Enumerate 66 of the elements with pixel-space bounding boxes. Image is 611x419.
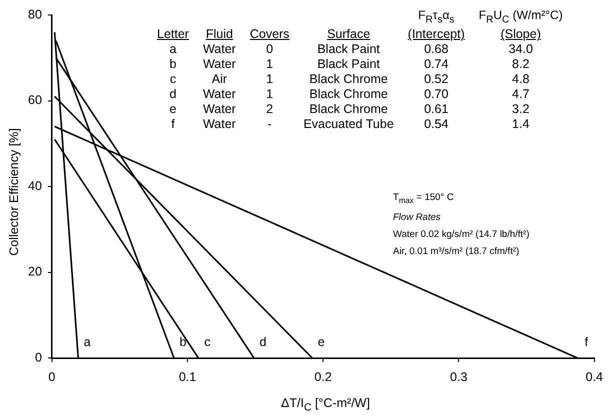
annotation: 1.4 bbox=[511, 117, 530, 132]
annotation: d bbox=[168, 87, 178, 102]
annotation: 4.8 bbox=[511, 72, 530, 88]
annotation: Black Paint bbox=[316, 42, 381, 58]
annotation: (Slope) bbox=[500, 27, 542, 42]
annotation: 0.74 bbox=[423, 57, 450, 72]
annotation: Water bbox=[202, 87, 237, 102]
annotation: 4.7 bbox=[511, 87, 530, 102]
annotation: Black Chrome bbox=[308, 102, 389, 118]
y-axis-title: Collector Efficiency [%] bbox=[7, 128, 21, 256]
annotation: Water bbox=[202, 57, 237, 72]
annotation: 1 bbox=[265, 57, 274, 72]
annotation: Flow Rates bbox=[393, 210, 442, 225]
series-label: a bbox=[84, 335, 91, 350]
series-label: f bbox=[584, 335, 589, 350]
annotation: e bbox=[168, 102, 178, 118]
annotation: Covers bbox=[248, 27, 290, 42]
annotation: T$_{max}$ = 150° C bbox=[393, 191, 455, 207]
y-tick-label: 80 bbox=[28, 7, 42, 22]
x-tick-label: 0.1 bbox=[178, 370, 196, 384]
x-tick-label: 0.4 bbox=[586, 370, 604, 384]
annotation: 1 bbox=[265, 72, 274, 88]
annotation: 0.68 bbox=[423, 42, 450, 58]
annotation: Air, 0.01 m³/s/m² (18.7 cfm/ft²) bbox=[393, 244, 520, 259]
annotation: b bbox=[168, 57, 178, 72]
annotation: 34.0 bbox=[508, 42, 534, 58]
annotation: 0 bbox=[265, 42, 274, 58]
series-label: d bbox=[259, 335, 266, 350]
annotation: 0.70 bbox=[423, 87, 450, 102]
annotation: 0.54 bbox=[423, 117, 450, 132]
y-tick-label: 0 bbox=[34, 350, 42, 364]
annotation: c bbox=[168, 72, 178, 88]
y-tick-label: 60 bbox=[28, 93, 42, 108]
annotation: Surface bbox=[326, 27, 372, 42]
x-axis-title: ΔT/I$_{C}$ [°C-m²/W] bbox=[280, 396, 371, 414]
annotation: Black Chrome bbox=[308, 72, 389, 88]
annotation: Evacuated Tube bbox=[302, 117, 395, 132]
annotation: Fluid bbox=[204, 27, 234, 42]
y-tick-label: 40 bbox=[28, 178, 42, 193]
annotation: Water bbox=[202, 42, 237, 58]
annotation: F$_{R}$τ$_{s}$α$_{s}$ bbox=[417, 8, 456, 28]
x-tick-label: 0.3 bbox=[450, 370, 468, 384]
annotation: 8.2 bbox=[511, 57, 530, 72]
annotation: Air bbox=[210, 72, 228, 88]
annotation: f bbox=[170, 117, 176, 132]
annotation: 2 bbox=[265, 102, 274, 118]
annotation: (Intercept) bbox=[406, 27, 466, 42]
annotation: Water bbox=[202, 117, 237, 132]
annotation: a bbox=[168, 42, 178, 58]
y-tick-label: 20 bbox=[28, 264, 42, 279]
annotation: 0.61 bbox=[423, 102, 450, 118]
annotation: 1 bbox=[265, 87, 274, 102]
series-label: c bbox=[204, 335, 210, 350]
series-label: e bbox=[318, 335, 325, 350]
annotation: Black Chrome bbox=[308, 87, 389, 102]
x-tick-label: 0 bbox=[48, 370, 56, 384]
x-tick-label: 0.2 bbox=[314, 370, 332, 384]
annotation: 3.2 bbox=[511, 102, 530, 118]
annotation: Black Paint bbox=[316, 57, 381, 72]
annotation: Water 0.02 kg/s/m² (14.7 lb/h/ft²) bbox=[393, 228, 530, 242]
annotation: 0.52 bbox=[423, 72, 450, 88]
annotation: - bbox=[266, 117, 273, 132]
annotation: Water bbox=[202, 102, 237, 118]
annotation: Letter bbox=[156, 27, 190, 42]
annotation: F$_{R}$U$_{C}$ (W/m²°C) bbox=[478, 8, 564, 28]
series-label: b bbox=[179, 335, 186, 350]
